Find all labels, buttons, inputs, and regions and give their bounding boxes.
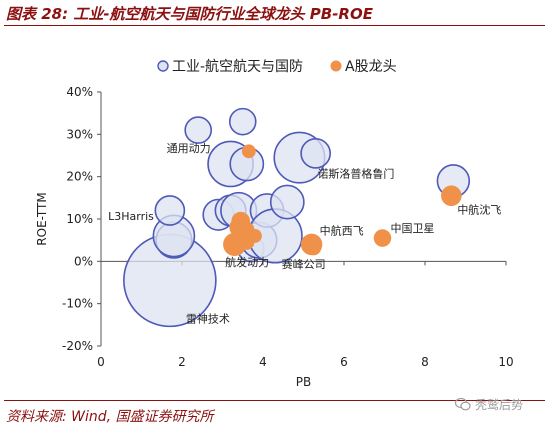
- x-tick-label: 0: [97, 355, 105, 369]
- legend-label: A股龙头: [345, 59, 397, 75]
- y-tick-label: -20%: [62, 339, 93, 353]
- watermark: 秃鹫后势: [455, 396, 523, 413]
- y-tick-label: 40%: [66, 85, 93, 99]
- wechat-icon: [455, 398, 471, 411]
- watermark-text: 秃鹫后势: [475, 398, 524, 412]
- point-label: 诺斯洛普格鲁门: [317, 167, 394, 181]
- y-tick-label: 10%: [66, 212, 93, 226]
- y-tick-label: 20%: [66, 170, 93, 184]
- y-tick-label: 30%: [66, 127, 93, 141]
- x-tick-label: 6: [340, 355, 348, 369]
- x-tick-label: 2: [178, 355, 186, 369]
- bubble-point: [247, 229, 262, 243]
- bubble-point: [306, 240, 322, 256]
- bubble-point: [441, 185, 462, 206]
- y-axis-label: ROE-TTM: [35, 192, 49, 245]
- point-label: 航发动力: [225, 255, 269, 269]
- footer-rule: [4, 400, 545, 401]
- point-label: 雷神技术: [186, 311, 230, 325]
- x-axis-label: PB: [296, 375, 311, 389]
- point-label: 中航沈飞: [457, 203, 501, 217]
- point-label: 中国卫星: [390, 222, 434, 235]
- bubble-point: [154, 195, 186, 226]
- legend: 工业-航空航天与国防 A股龙头: [157, 59, 397, 75]
- legend-label: 工业-航空航天与国防: [172, 59, 303, 75]
- x-tick-label: 10: [498, 355, 513, 369]
- point-label: L3Harris: [108, 210, 154, 223]
- x-tick-label: 8: [421, 355, 429, 369]
- bubble-point: [228, 107, 257, 136]
- point-label: 中航西飞: [320, 223, 364, 237]
- bubble-point: [300, 138, 331, 169]
- figure-title: 图表 28: 工业-航空航天与国防行业全球龙头 PB-ROE: [6, 5, 373, 23]
- bubble-point: [241, 144, 256, 159]
- series-global-leaders: [123, 107, 471, 328]
- point-label: 通用动力: [167, 142, 211, 155]
- y-tick-label: -10%: [62, 297, 93, 311]
- series-a-share-leaders: [223, 144, 462, 256]
- legend-marker-0: [157, 60, 169, 72]
- x-tick-label: 4: [259, 355, 267, 369]
- y-tick-label: 0%: [74, 254, 93, 268]
- bubble-point: [373, 229, 392, 247]
- point-label: 赛峰公司: [282, 257, 326, 271]
- bubble-point: [184, 116, 213, 144]
- source-note: 资料来源: Wind, 国盛证券研究所: [6, 409, 214, 425]
- title-rule: [4, 25, 545, 26]
- legend-marker-1: [330, 60, 342, 72]
- bubble-point: [269, 184, 305, 220]
